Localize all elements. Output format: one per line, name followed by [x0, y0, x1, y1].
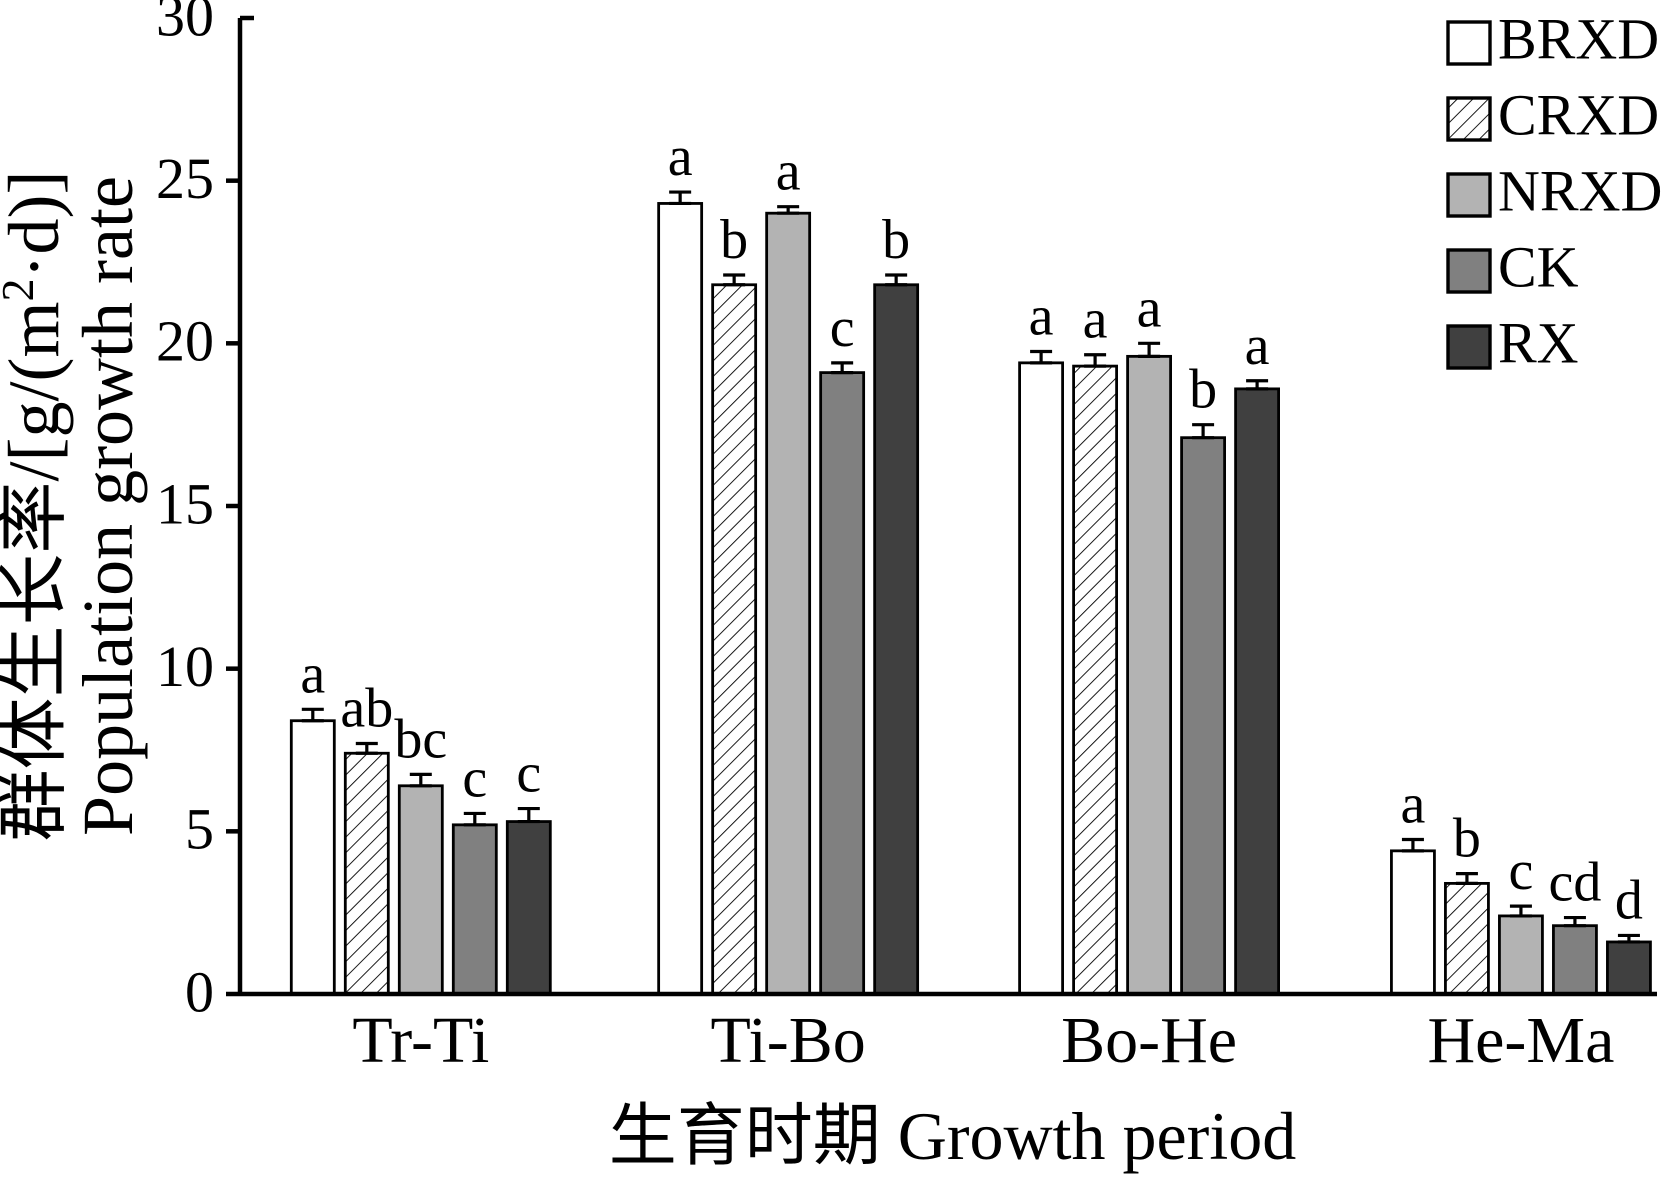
svg-text:a: a [668, 126, 693, 188]
svg-text:Ti-Bo: Ti-Bo [710, 1004, 865, 1077]
svg-text:a: a [1245, 315, 1270, 377]
svg-text:群体生长率/[g/(m2·d)]: 群体生长率/[g/(m2·d)] [0, 171, 74, 842]
svg-text:c: c [516, 743, 541, 805]
svg-text:BRXD: BRXD [1498, 6, 1659, 71]
svg-text:b: b [1453, 808, 1481, 870]
svg-text:NRXD: NRXD [1498, 158, 1662, 223]
svg-text:cd: cd [1549, 852, 1602, 914]
svg-text:a: a [1029, 285, 1054, 347]
svg-text:a: a [1401, 773, 1426, 835]
svg-text:Tr-Ti: Tr-Ti [352, 1004, 489, 1077]
svg-text:c: c [462, 747, 487, 809]
svg-text:a: a [1137, 277, 1162, 339]
svg-text:15: 15 [156, 471, 214, 536]
svg-text:a: a [1083, 289, 1108, 351]
svg-text:生育时期 Growth period: 生育时期 Growth period [609, 1098, 1296, 1174]
svg-text:5: 5 [185, 797, 214, 862]
svg-text:25: 25 [156, 146, 214, 211]
svg-text:ab: ab [340, 677, 393, 739]
svg-text:d: d [1615, 869, 1643, 931]
svg-text:c: c [830, 297, 855, 359]
svg-text:a: a [300, 643, 325, 705]
svg-text:30: 30 [156, 0, 214, 48]
svg-text:CRXD: CRXD [1498, 82, 1659, 147]
svg-text:CK: CK [1498, 234, 1579, 299]
svg-text:0: 0 [185, 959, 214, 1024]
svg-text:Bo-He: Bo-He [1061, 1004, 1237, 1077]
svg-text:a: a [776, 141, 801, 203]
svg-text:He-Ma: He-Ma [1427, 1004, 1614, 1077]
svg-text:b: b [720, 209, 748, 271]
svg-text:b: b [1189, 359, 1217, 421]
svg-text:20: 20 [156, 309, 214, 374]
svg-text:bc: bc [394, 708, 447, 770]
svg-text:c: c [1509, 840, 1534, 902]
svg-text:b: b [882, 209, 910, 271]
svg-text:Population growth rate: Population growth rate [68, 176, 148, 836]
svg-text:RX: RX [1498, 310, 1579, 375]
svg-text:10: 10 [156, 634, 214, 699]
